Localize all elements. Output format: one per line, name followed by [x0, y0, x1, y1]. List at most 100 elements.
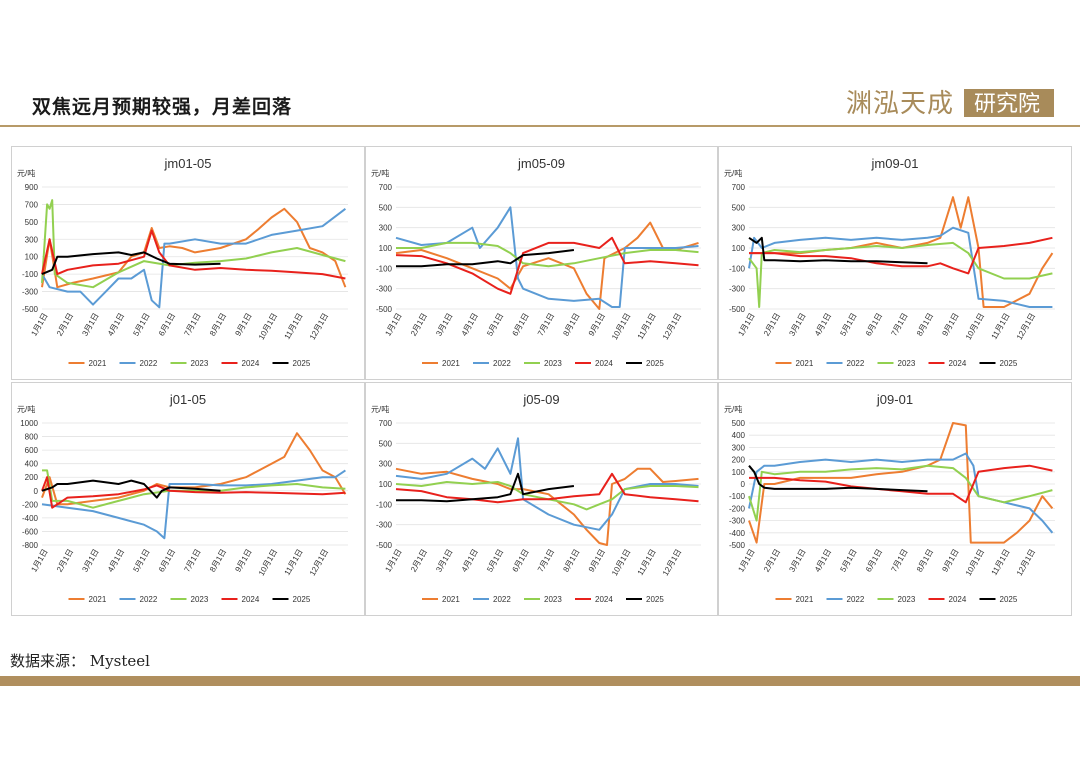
- x-tick-label: 5月1日: [131, 548, 151, 574]
- x-tick-label: 9月1日: [940, 312, 960, 338]
- y-tick-label: -300: [22, 288, 39, 297]
- x-tick-label: 11月1日: [283, 312, 305, 341]
- series-line-2025: [41, 479, 221, 499]
- logo-box: [964, 89, 1054, 117]
- x-tick-label: 5月1日: [131, 312, 151, 338]
- y-tick-label: -400: [22, 514, 39, 523]
- y-tick-label: 100: [25, 253, 39, 262]
- series-line-2025: [748, 465, 928, 493]
- series-line-2021: [41, 432, 347, 506]
- chart-panel-j09-01: j09-01 元/吨 500 400 300 200 100 0 -100 -200 -300 -40…: [718, 382, 1072, 616]
- x-tick-label: 9月1日: [233, 548, 253, 574]
- chart-panel-j05-09: j05-09 元/吨 700 500 300 100 -100 -300 -500 1月1日 2月1…: [365, 382, 718, 616]
- x-tick-label: 5月1日: [485, 312, 505, 338]
- legend-label: 2025: [1000, 595, 1018, 604]
- series-line-2025: [396, 472, 575, 503]
- x-tick-label: 6月1日: [157, 548, 177, 574]
- y-tick-label: 700: [25, 200, 39, 209]
- y-tick-label: 300: [25, 235, 39, 244]
- x-tick-label: 1月1日: [29, 312, 49, 338]
- legend-label: 2023: [544, 595, 562, 604]
- y-tick-label: 500: [379, 439, 393, 448]
- legend-label: 2024: [595, 359, 613, 368]
- series-line-2025: [41, 251, 221, 276]
- chart-title: j05-09: [522, 392, 559, 407]
- x-tick-label: 5月1日: [485, 548, 505, 574]
- series-line-2024: [41, 476, 346, 509]
- y-unit-label: 元/吨: [724, 404, 742, 414]
- x-tick-label: 2月1日: [55, 312, 75, 338]
- chart-title: jm05-09: [517, 156, 565, 171]
- y-unit-label: 元/吨: [17, 404, 35, 414]
- x-tick-label: 9月1日: [233, 312, 253, 338]
- x-tick-label: 9月1日: [587, 312, 607, 338]
- x-tick-label: 6月1日: [864, 312, 884, 338]
- logo-text: 渊泓天成: [846, 89, 954, 119]
- x-tick-label: 5月1日: [838, 548, 858, 574]
- x-tick-label: 12月1日: [308, 312, 330, 342]
- x-tick-label: 6月1日: [511, 548, 531, 574]
- x-tick-label: 4月1日: [106, 312, 126, 338]
- x-tick-label: 12月1日: [308, 548, 330, 578]
- x-tick-label: 1月1日: [383, 312, 403, 338]
- x-tick-label: 5月1日: [838, 312, 858, 338]
- series-line-2025: [396, 249, 575, 268]
- series-line-2022: [395, 206, 699, 308]
- x-tick-label: 10月1日: [610, 312, 632, 342]
- y-tick-label: -200: [22, 500, 39, 509]
- x-tick-label: 6月1日: [157, 312, 177, 338]
- y-tick-label: -400: [729, 529, 746, 538]
- x-tick-label: 1月1日: [29, 548, 49, 574]
- legend-label: 2021: [442, 595, 460, 604]
- series-line-2024: [749, 236, 1053, 275]
- x-tick-label: 3月1日: [80, 548, 100, 574]
- series-line-2023: [41, 199, 346, 289]
- chart-panel-jm05-09: jm05-09 元/吨 700 500 300 100 -100 -300 -500 1月1日 2月…: [365, 146, 718, 380]
- y-tick-label: -500: [729, 541, 746, 550]
- y-tick-label: -100: [729, 492, 746, 501]
- y-tick-label: -300: [376, 285, 393, 294]
- y-tick-label: 800: [25, 433, 39, 442]
- x-tick-label: 4月1日: [813, 312, 833, 338]
- y-tick-label: 500: [379, 203, 393, 212]
- y-tick-label: -300: [729, 517, 746, 526]
- series-line-2023: [396, 241, 699, 268]
- series-line-2024: [749, 464, 1053, 504]
- x-tick-label: 10月1日: [964, 548, 986, 578]
- series-line-2021: [748, 422, 1054, 544]
- company-logo: 渊泓天成 研究院: [846, 89, 1054, 119]
- x-tick-label: 9月1日: [940, 548, 960, 574]
- legend-label: 2022: [493, 595, 511, 604]
- x-tick-label: 7月1日: [889, 548, 909, 574]
- source-note: 数据来源： Mysteel: [10, 650, 150, 671]
- logo-box-text: 研究院: [974, 92, 1040, 117]
- y-tick-label: -800: [22, 541, 39, 550]
- x-tick-label: 8月1日: [208, 548, 228, 574]
- legend-label: 2021: [89, 595, 107, 604]
- series-line-2022: [748, 226, 1053, 308]
- header-rule: [0, 125, 1080, 127]
- series-line-2023: [748, 241, 1053, 308]
- legend-label: 2023: [191, 595, 209, 604]
- y-tick-label: 1000: [20, 419, 38, 428]
- chart-panel-jm01-05: jm01-05 元/吨 900 700 500 300 100 -100 -300 -500 1月1…: [11, 146, 365, 380]
- x-tick-label: 4月1日: [106, 548, 126, 574]
- x-tick-label: 1月1日: [736, 312, 756, 338]
- y-tick-label: 600: [25, 446, 39, 455]
- y-unit-label: 元/吨: [724, 168, 742, 178]
- legend-label: 2023: [191, 359, 209, 368]
- y-tick-label: 900: [25, 183, 39, 192]
- chart-panel-jm09-01: jm09-01 元/吨 700 500 300 100 -100 -300 -500 1月1日 2月…: [718, 146, 1072, 380]
- x-tick-label: 12月1日: [1015, 312, 1037, 342]
- x-tick-label: 2月1日: [762, 312, 782, 338]
- y-tick-label: -100: [376, 264, 393, 273]
- series-line-2022: [41, 469, 346, 540]
- legend-label: 2024: [242, 359, 260, 368]
- y-tick-label: 400: [25, 460, 39, 469]
- legend-label: 2023: [898, 359, 916, 368]
- x-tick-label: 12月1日: [1015, 548, 1037, 578]
- legend-label: 2025: [293, 595, 311, 604]
- y-tick-label: 700: [732, 183, 746, 192]
- x-tick-label: 6月1日: [864, 548, 884, 574]
